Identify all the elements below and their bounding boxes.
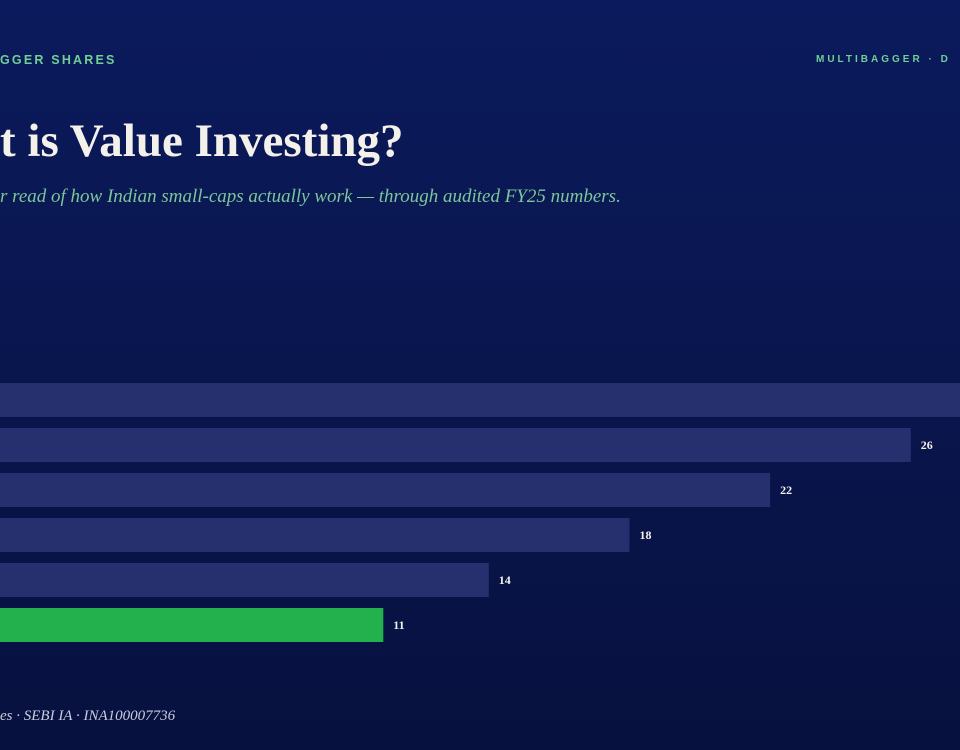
bar	[0, 473, 771, 507]
value-label: 22	[780, 483, 792, 497]
bar	[0, 383, 960, 417]
value-label: 18	[639, 528, 651, 542]
bar	[0, 608, 384, 642]
subtitle: r read of how Indian small-caps actually…	[0, 186, 621, 207]
value-label: 11	[393, 618, 404, 632]
brand: GGER SHARES	[0, 53, 117, 67]
value-label: 14	[499, 573, 511, 587]
value-label: 26	[921, 438, 933, 452]
bar	[0, 428, 911, 462]
footer: es · SEBI IA · INA100007736	[0, 708, 176, 724]
title: t is Value Investing?	[0, 115, 404, 167]
brand-right: MULTIBAGGER · D	[816, 54, 951, 65]
bar	[0, 563, 489, 597]
bar	[0, 518, 630, 552]
